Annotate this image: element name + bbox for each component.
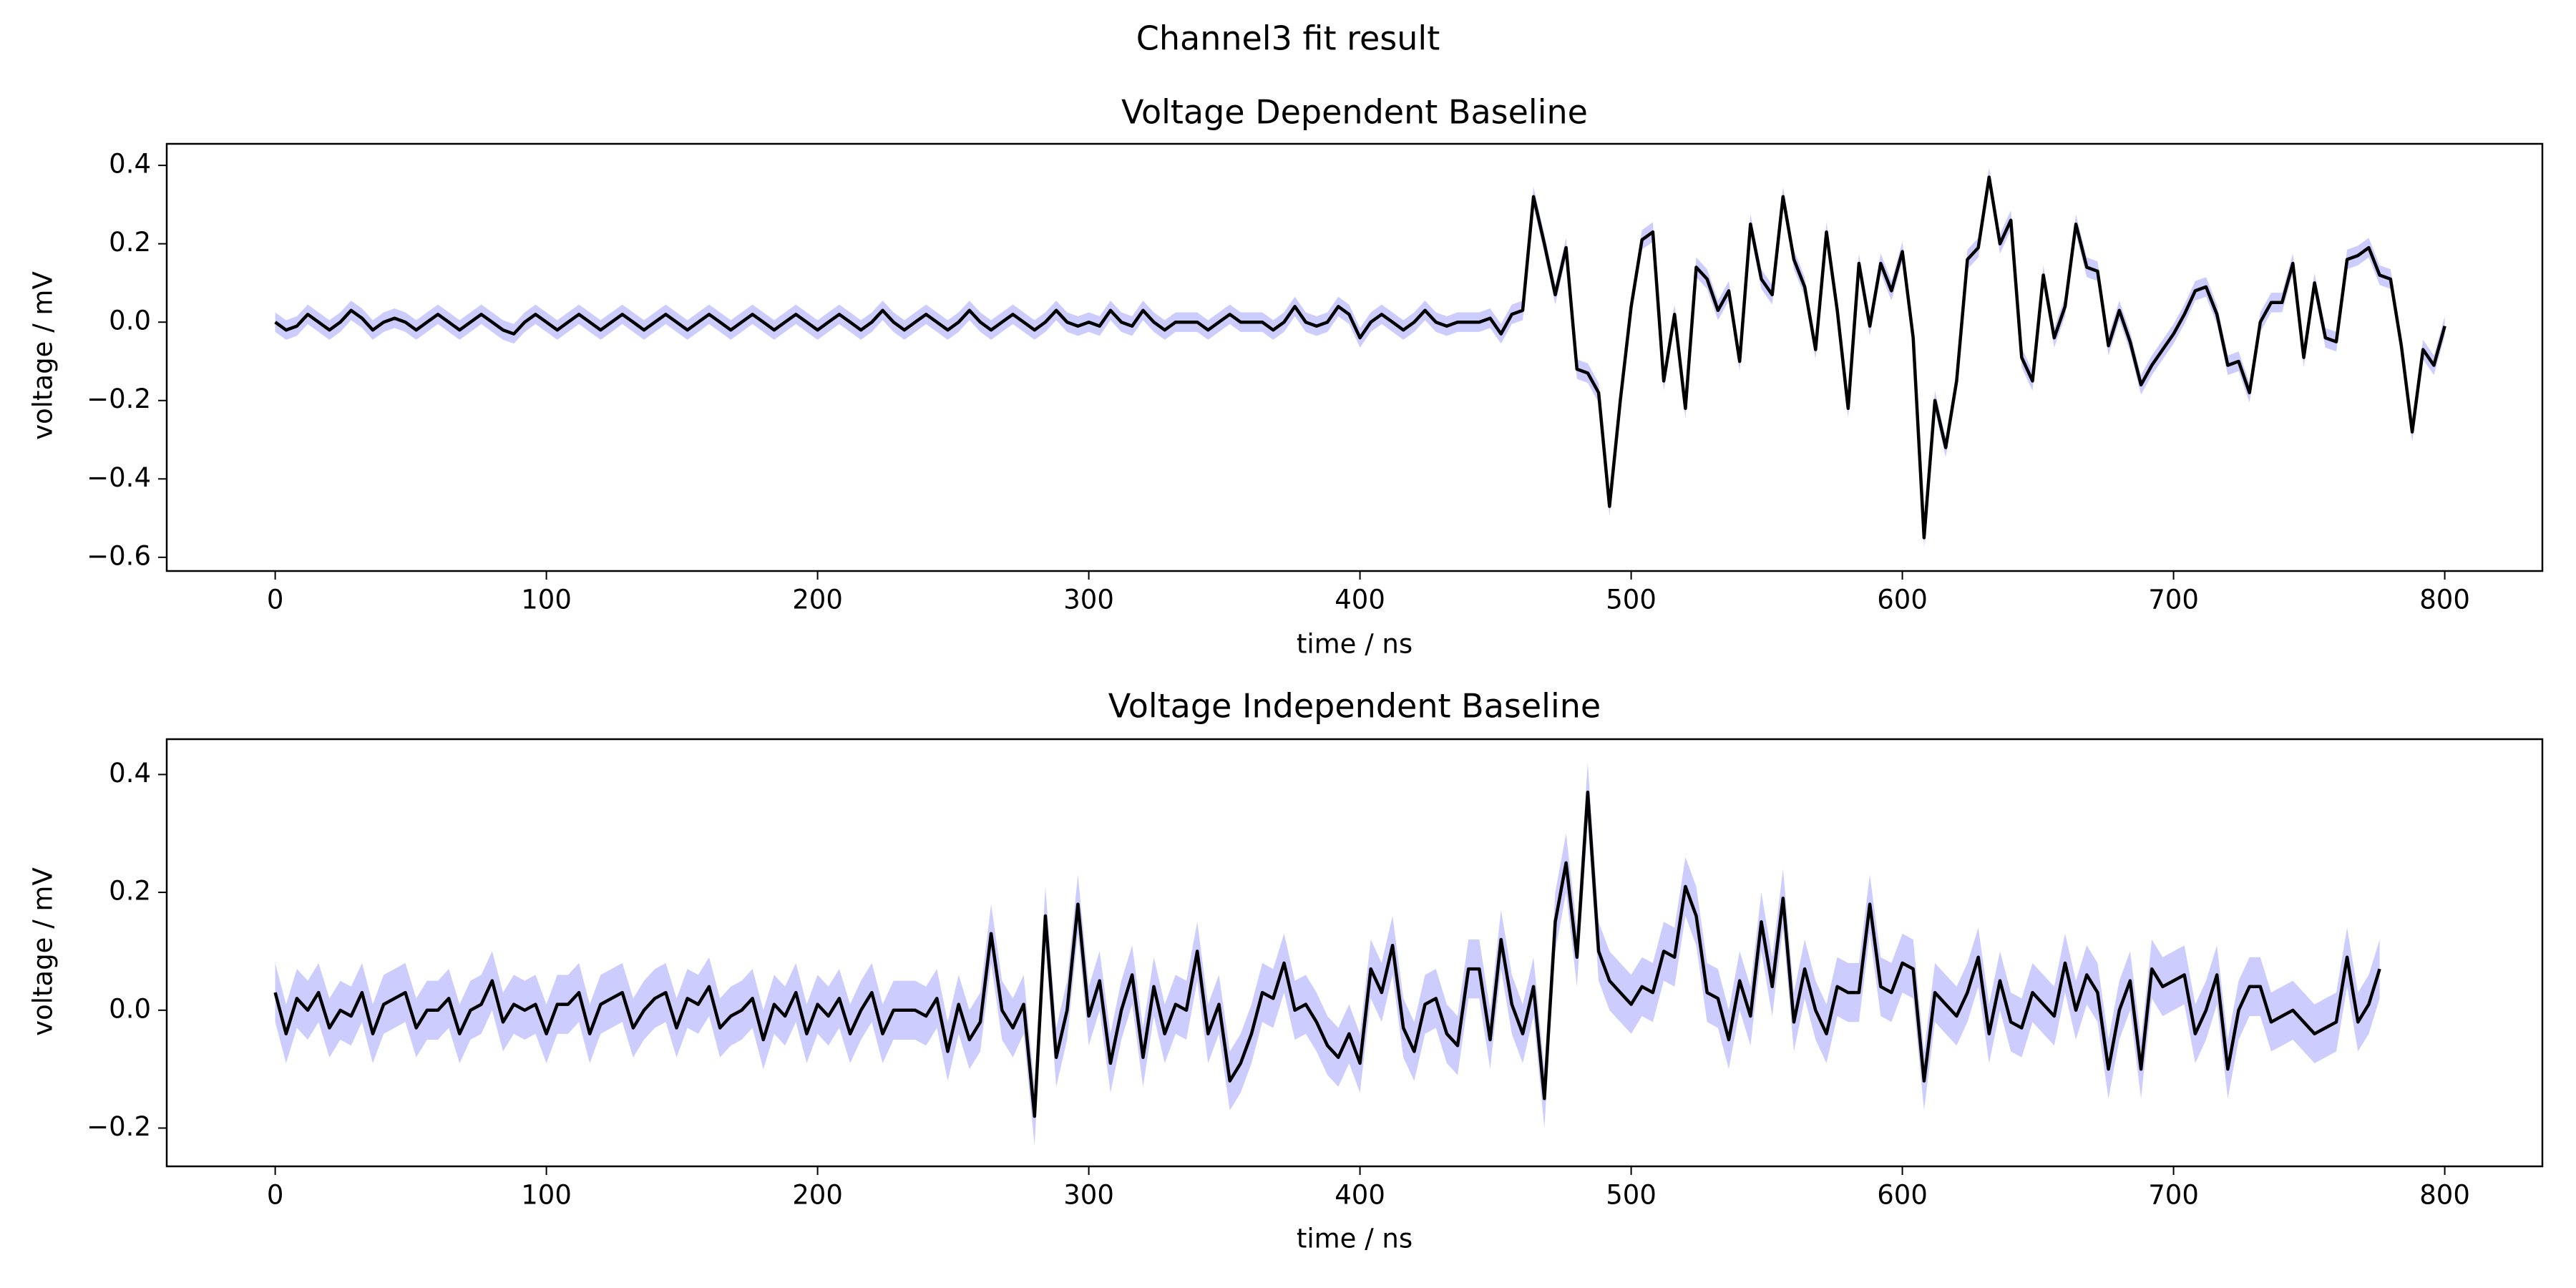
x-tick-label: 800 xyxy=(2419,1180,2470,1211)
x-tick-label: 0 xyxy=(267,585,284,615)
y-tick-label: −0.2 xyxy=(87,384,151,414)
subplot-voltage-dependent: Voltage Dependent Baseline 0 100 200 300 400… xyxy=(28,93,2544,660)
plot-frame xyxy=(165,738,2544,1168)
x-tick-label: 200 xyxy=(792,1180,843,1211)
y-tick-label: 0.0 xyxy=(109,306,151,336)
y-tick-label: 0.4 xyxy=(109,149,151,180)
x-tick-label: 300 xyxy=(1063,1180,1114,1211)
x-tick-label: 0 xyxy=(267,1180,284,1211)
x-tick-label: 700 xyxy=(2148,1180,2199,1211)
y-tick-label: −0.2 xyxy=(87,1111,151,1142)
y-ticks: −0.6 −0.4 −0.2 0.0 0.2 0.4 xyxy=(87,149,167,571)
subplot-voltage-independent: Voltage Independent Baseline 0 100 200 300 4… xyxy=(28,687,2544,1254)
x-tick-label: 300 xyxy=(1063,585,1114,615)
uncertainty-band xyxy=(275,762,2380,1146)
series-line-layer xyxy=(274,175,2446,540)
x-ticks: 0 100 200 300 400 500 600 700 800 xyxy=(267,571,2470,615)
figure-suptitle: Channel3 fit result xyxy=(1136,19,1440,58)
series-line-layer xyxy=(273,790,2381,1118)
y-tick-label: 0.2 xyxy=(109,227,151,258)
subplot-title: Voltage Independent Baseline xyxy=(1108,687,1601,726)
y-tick-label: 0.0 xyxy=(109,993,151,1024)
x-tick-label: 400 xyxy=(1335,585,1385,615)
y-tick-label: 0.4 xyxy=(109,758,151,789)
x-tick-label: 800 xyxy=(2419,585,2470,615)
y-tick-label: 0.2 xyxy=(109,876,151,907)
x-tick-label: 500 xyxy=(1606,585,1657,615)
y-ticks: −0.2 0.0 0.2 0.4 xyxy=(87,758,167,1142)
x-tick-label: 200 xyxy=(792,585,843,615)
x-tick-label: 700 xyxy=(2148,585,2199,615)
x-ticks: 0 100 200 300 400 500 600 700 800 xyxy=(267,1166,2470,1211)
y-tick-label: −0.4 xyxy=(87,462,151,493)
plot-frame xyxy=(165,142,2544,572)
y-axis-label: voltage / mV xyxy=(28,867,59,1036)
subplot-title: Voltage Dependent Baseline xyxy=(1121,93,1588,132)
y-tick-label: −0.6 xyxy=(87,540,151,571)
x-tick-label: 100 xyxy=(521,1180,572,1211)
uncertainty-band-layer xyxy=(275,762,2380,1146)
x-axis-label: time / ns xyxy=(1297,1224,1413,1254)
x-tick-label: 600 xyxy=(1877,585,1928,615)
series-line xyxy=(274,175,2446,540)
x-tick-label: 600 xyxy=(1877,1180,1928,1211)
y-axis-label: voltage / mV xyxy=(28,271,59,440)
series-line xyxy=(273,790,2381,1118)
x-tick-label: 400 xyxy=(1335,1180,1385,1211)
x-tick-label: 500 xyxy=(1606,1180,1657,1211)
x-axis-label: time / ns xyxy=(1297,629,1413,660)
x-tick-label: 100 xyxy=(521,585,572,615)
